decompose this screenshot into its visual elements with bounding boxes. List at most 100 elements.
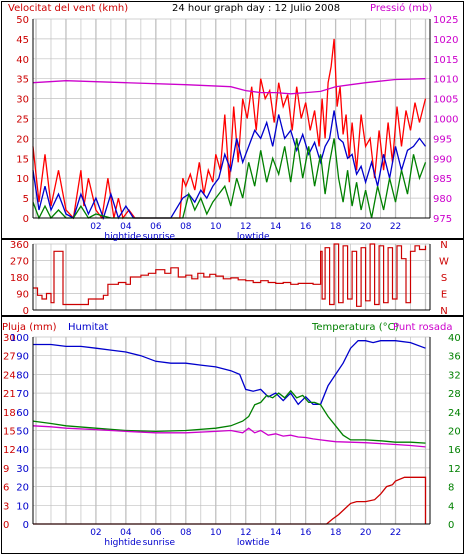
wind-tick-label: 40 — [16, 55, 29, 66]
pressure-tick-label: 1020 — [433, 35, 458, 46]
temperature-tick-label: 4 — [448, 501, 454, 512]
event-label-lowtide: lowtide — [237, 538, 270, 548]
series-humidity-line — [33, 340, 426, 406]
humidity-tick-label: 50 — [16, 427, 29, 438]
rain-tick-label: 6 — [3, 483, 9, 494]
wind-tick-label: 0 — [23, 214, 29, 225]
series-temperature-line — [32, 389, 426, 444]
hour-tick-label: 10 — [210, 528, 222, 538]
hour-tick-label: 16 — [300, 528, 312, 538]
wind-tick-label: 35 — [16, 75, 29, 86]
series-rain-line — [33, 476, 427, 525]
pressure-tick-label: 990 — [433, 154, 452, 165]
hour-tick-label: 20 — [360, 528, 372, 538]
series-layer — [32, 38, 427, 525]
pressure-tick-label: 1000 — [433, 115, 458, 126]
hour-tick-label: 04 — [120, 528, 132, 538]
hour-tick-label: 16 — [300, 222, 312, 232]
humidity-tick-label: 10 — [16, 501, 29, 512]
hour-tick-label: 02 — [90, 528, 101, 538]
series-avg-line — [32, 110, 427, 220]
event-label-hightide: hightide — [104, 232, 141, 242]
hour-tick-label: 02 — [90, 222, 101, 232]
hour-tick-label: 18 — [330, 222, 342, 232]
climate-panel-frame — [1, 316, 464, 554]
direction-tick-label: 0 — [23, 306, 29, 317]
wind-tick-label: 20 — [16, 134, 29, 145]
wind-tick-label: 5 — [23, 194, 29, 205]
hour-tick-label: 14 — [270, 222, 282, 232]
hour-tick-label: 06 — [150, 528, 162, 538]
humidity-title: Humitat — [68, 322, 108, 333]
pressure-title: Pressió (mb) — [370, 2, 432, 14]
compass-label: E — [441, 290, 447, 301]
event-label-sunrise: sunrise — [143, 538, 176, 548]
direction-tick-label: 180 — [10, 273, 29, 284]
wind-tick-label: 10 — [16, 174, 29, 185]
temperature-tick-label: 40 — [448, 333, 461, 344]
humidity-tick-label: 20 — [16, 483, 29, 494]
series-direction-line — [33, 243, 427, 307]
hour-tick-label: 12 — [240, 528, 251, 538]
rain-tick-label: 3 — [3, 501, 9, 512]
temperature-title: Temperatura (°C) — [311, 322, 399, 333]
pressure-tick-label: 985 — [433, 174, 452, 185]
humidity-tick-label: 90 — [16, 352, 29, 363]
rain-tick-label: 0 — [3, 520, 9, 531]
rain-title: Pluja (mm) — [2, 322, 57, 333]
rain-tick-label: 12 — [3, 445, 16, 456]
series-gust-line — [32, 38, 427, 220]
compass-label: N — [440, 240, 447, 251]
pressure-tick-label: 1025 — [433, 15, 458, 26]
temperature-tick-label: 24 — [448, 408, 461, 419]
wind-title: Velocitat del vent (kmh) — [8, 3, 128, 14]
event-label-lowtide: lowtide — [237, 232, 270, 242]
temperature-tick-label: 0 — [448, 520, 454, 531]
temperature-tick-label: 28 — [448, 389, 461, 400]
hour-tick-label: 22 — [390, 222, 401, 232]
direction-panel-frame — [1, 239, 464, 316]
hour-tick-label: 10 — [210, 222, 222, 232]
hour-tick-label: 22 — [390, 528, 401, 538]
pressure-tick-label: 1005 — [433, 95, 458, 106]
wind-panel-frame — [1, 1, 464, 239]
hour-tick-label: 12 — [240, 222, 251, 232]
rain-tick-label: 27 — [3, 352, 16, 363]
rain-tick-label: 24 — [3, 370, 16, 381]
rain-tick-label: 21 — [3, 389, 16, 400]
temperature-tick-label: 32 — [448, 370, 461, 381]
temperature-tick-label: 36 — [448, 352, 461, 363]
compass-label: N — [440, 306, 447, 317]
hour-tick-label: 08 — [180, 222, 192, 232]
humidity-tick-label: 0 — [23, 520, 29, 531]
pressure-tick-label: 995 — [433, 134, 452, 145]
pressure-tick-label: 980 — [433, 194, 452, 205]
humidity-tick-label: 80 — [16, 370, 29, 381]
humidity-tick-label: 100 — [10, 333, 29, 344]
wind-tick-label: 30 — [16, 95, 29, 106]
series-dewpoint-line — [32, 425, 426, 448]
graph-title: 24 hour graph day : 12 Julio 2008 — [172, 3, 340, 14]
series-pressure-line — [32, 78, 426, 95]
compass-label: W — [439, 257, 449, 268]
hour-tick-label: 04 — [120, 222, 132, 232]
axes-layer: 0510152025303540455097598098599099510001… — [3, 15, 461, 548]
wind-tick-label: 25 — [16, 115, 29, 126]
humidity-tick-label: 30 — [16, 464, 29, 475]
hour-tick-label: 14 — [270, 528, 282, 538]
humidity-tick-label: 60 — [16, 408, 29, 419]
wind-tick-label: 45 — [16, 35, 29, 46]
direction-tick-label: 90 — [16, 290, 29, 301]
hour-tick-label: 06 — [150, 222, 162, 232]
series-min-line — [32, 138, 427, 220]
hour-tick-label: 20 — [360, 222, 372, 232]
humidity-tick-label: 70 — [16, 389, 29, 400]
temperature-tick-label: 20 — [448, 427, 461, 438]
wind-tick-label: 15 — [16, 154, 29, 165]
pressure-tick-label: 1010 — [433, 75, 458, 86]
humidity-tick-label: 40 — [16, 445, 29, 456]
rain-tick-label: 15 — [3, 427, 16, 438]
rain-tick-label: 18 — [3, 408, 16, 419]
